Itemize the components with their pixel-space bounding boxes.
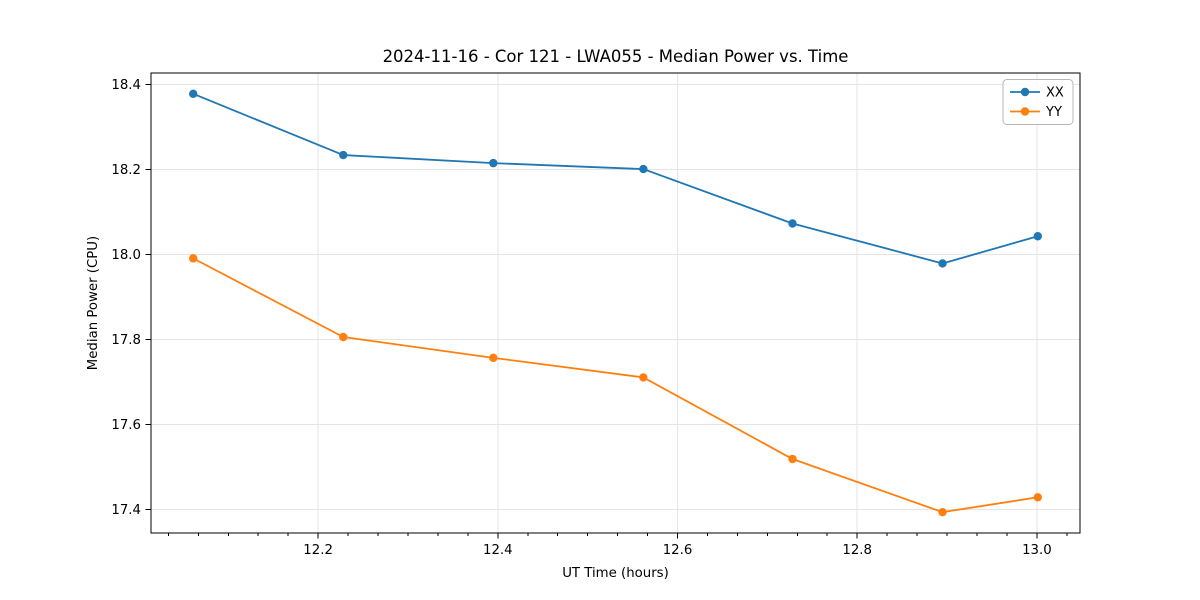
major-ticks [145, 83, 1038, 539]
chart-title: 2024-11-16 - Cor 121 - LWA055 - Median P… [382, 47, 849, 66]
y-axis-label: Median Power (CPU) [86, 236, 101, 370]
data-point-XX [189, 89, 198, 99]
x-tick-label: 12.2 [303, 543, 333, 558]
x-tick-label: 12.6 [663, 543, 693, 558]
y-tick-label: 18.2 [111, 163, 141, 178]
legend-box [1002, 79, 1074, 125]
data-point-XX [339, 150, 348, 160]
x-tick-label: 12.4 [483, 543, 513, 558]
data-point-XX [639, 164, 648, 174]
legend: XX YY [1002, 79, 1074, 125]
tick-labels: 12.2 12.4 12.6 12.8 13.0 17.4 17.6 17.8 18.0 18.2… [111, 78, 1051, 558]
data-point-YY [339, 332, 348, 342]
data-point-XX [489, 158, 498, 168]
y-tick-label: 17.4 [111, 503, 141, 518]
y-tick-label: 17.6 [111, 418, 141, 433]
x-axis-label: UT Time (hours) [562, 566, 669, 581]
legend-marker-YY [1020, 107, 1030, 116]
plot-background [151, 73, 1080, 533]
x-tick-label: 13.0 [1022, 543, 1052, 558]
data-point-YY [639, 373, 648, 382]
data-point-YY [189, 254, 198, 263]
gridlines [151, 73, 1080, 533]
data-point-XX [1033, 232, 1042, 241]
legend-label-XX: XX [1046, 86, 1064, 101]
series-YY [189, 254, 1042, 517]
data-point-XX [938, 259, 947, 268]
y-tick-label: 17.8 [111, 333, 141, 348]
legend-marker-XX [1020, 87, 1030, 97]
x-tick-label: 12.8 [842, 543, 872, 558]
data-point-YY [1033, 493, 1042, 502]
data-point-XX [788, 219, 797, 228]
y-tick-label: 18.4 [111, 78, 141, 93]
axes-spines [150, 72, 1081, 534]
data-point-YY [938, 507, 947, 517]
data-point-YY [788, 454, 797, 464]
y-tick-label: 18.0 [111, 248, 141, 263]
series-XX [189, 89, 1042, 268]
legend-label-YY: YY [1045, 105, 1062, 120]
data-point-YY [489, 353, 498, 363]
